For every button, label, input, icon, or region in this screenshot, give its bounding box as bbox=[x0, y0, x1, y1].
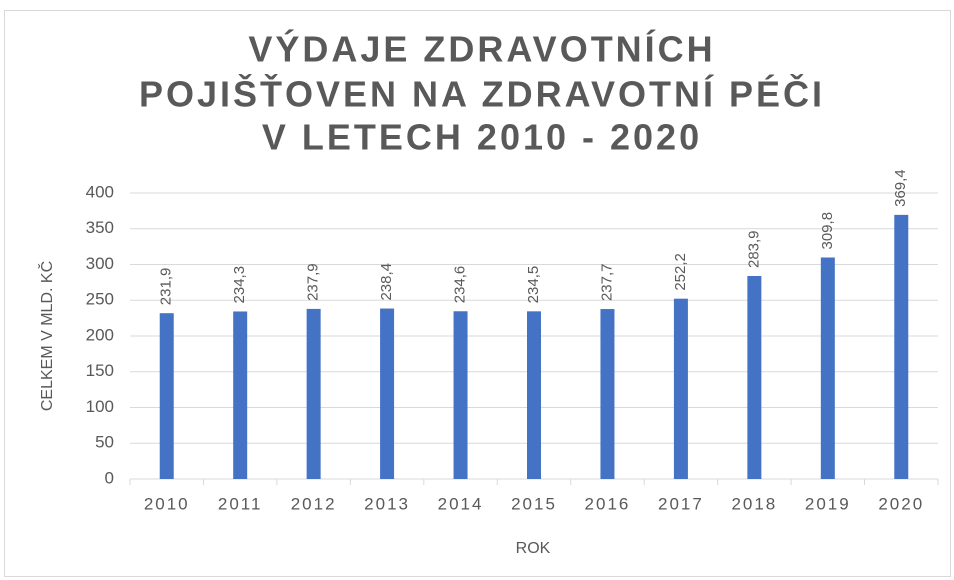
bar bbox=[233, 311, 248, 479]
bar bbox=[747, 276, 762, 479]
bar bbox=[380, 308, 395, 479]
y-tick-label: 150 bbox=[86, 361, 114, 380]
x-tick-label: 2013 bbox=[364, 494, 410, 513]
data-label: 283,9 bbox=[745, 230, 762, 268]
data-label: 234,5 bbox=[525, 266, 542, 304]
x-tick-label: 2014 bbox=[438, 494, 484, 513]
x-tick-label: 2015 bbox=[511, 494, 557, 513]
data-label: 238,4 bbox=[378, 263, 395, 301]
x-tick-label: 2018 bbox=[731, 494, 777, 513]
bar bbox=[527, 311, 541, 479]
chart-title: POJIŠŤOVEN NA ZDRAVOTNÍ PÉČI bbox=[139, 73, 825, 115]
x-axis-label: ROK bbox=[516, 540, 551, 557]
x-tick-label: 2019 bbox=[805, 494, 851, 513]
data-label: 309,8 bbox=[819, 212, 836, 250]
bar bbox=[159, 313, 174, 479]
y-tick-label: 400 bbox=[86, 182, 114, 201]
chart-title: V LETECH 2010 - 2020 bbox=[262, 117, 702, 158]
data-label: 234,3 bbox=[231, 266, 248, 304]
bar bbox=[453, 311, 468, 479]
bar bbox=[600, 309, 615, 479]
data-label: 237,9 bbox=[305, 263, 322, 301]
bar bbox=[820, 257, 835, 479]
chart-border bbox=[4, 10, 951, 577]
y-tick-label: 100 bbox=[86, 397, 114, 416]
bar bbox=[894, 214, 909, 479]
y-tick-label: 250 bbox=[86, 290, 114, 309]
y-tick-label: 200 bbox=[86, 325, 114, 344]
data-label: 252,2 bbox=[672, 253, 689, 291]
x-tick-label: 2011 bbox=[218, 494, 263, 513]
y-tick-label: 300 bbox=[86, 254, 114, 273]
x-tick-label: 2020 bbox=[878, 494, 924, 513]
y-axis-label: CELKEM V MLD. KČ bbox=[37, 261, 56, 411]
x-tick-label: 2010 bbox=[144, 494, 190, 513]
y-tick-label: 350 bbox=[86, 218, 114, 237]
x-tick-label: 2012 bbox=[291, 494, 337, 513]
data-label: 237,7 bbox=[598, 263, 615, 301]
bar bbox=[673, 298, 688, 479]
data-label: 369,4 bbox=[892, 169, 909, 207]
y-tick-label: 0 bbox=[105, 468, 114, 487]
y-tick-label: 50 bbox=[95, 433, 114, 452]
bar bbox=[306, 308, 321, 479]
chart-title: VÝDAJE ZDRAVOTNÍCH bbox=[248, 29, 715, 70]
data-label: 234,6 bbox=[452, 266, 469, 304]
x-tick-label: 2016 bbox=[585, 494, 631, 513]
x-tick-label: 2017 bbox=[658, 494, 704, 513]
data-label: 231,9 bbox=[158, 268, 175, 306]
